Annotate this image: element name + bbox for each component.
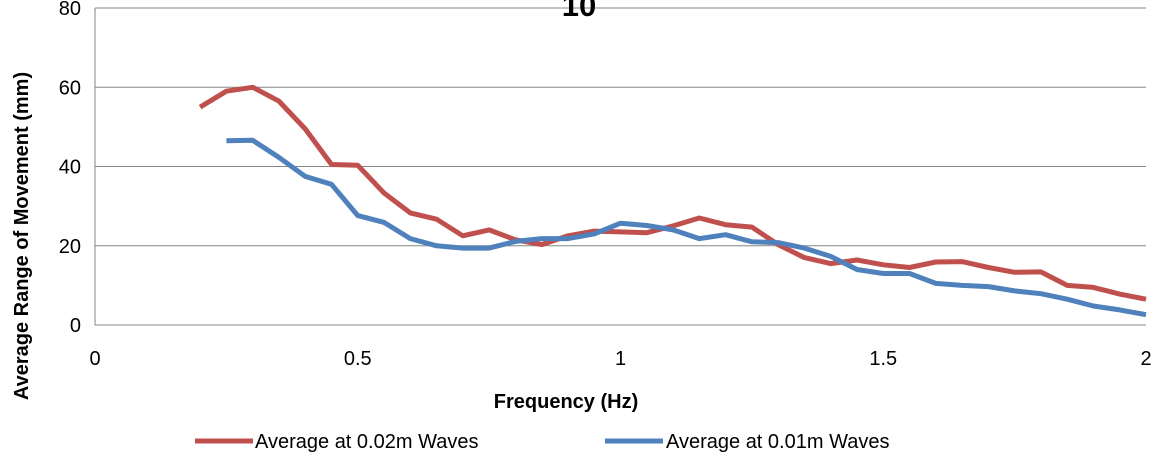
chart-title: 10 <box>562 0 596 23</box>
y-axis-label: Average Range of Movement (mm) <box>11 72 33 400</box>
x-tick-label: 0 <box>89 348 100 370</box>
x-tick-label: 1.5 <box>869 348 897 370</box>
gridlines <box>95 7 1146 247</box>
x-tick-label: 0.5 <box>344 348 372 370</box>
y-tick-label: 0 <box>70 315 81 337</box>
series-line-1 <box>198 84 1147 302</box>
series-line-2 <box>226 137 1147 318</box>
y-tick-label: 60 <box>59 77 81 99</box>
series-lines <box>198 84 1147 318</box>
x-axis-label: Frequency (Hz) <box>494 391 638 413</box>
x-tick-label: 2 <box>1140 348 1151 370</box>
y-tick-label: 20 <box>59 236 81 258</box>
axes: 0 20 40 60 80 0 0.5 1 1.5 2 <box>59 0 1152 370</box>
legend-label-1: Average at 0.02m Waves <box>255 431 478 453</box>
y-tick-label: 40 <box>59 157 81 179</box>
legend-label-2: Average at 0.01m Waves <box>666 431 889 453</box>
chart-labels: 10 Frequency (Hz) Average Range of Movem… <box>11 0 638 413</box>
x-tick-label: 1 <box>615 348 626 370</box>
y-tick-label: 80 <box>59 0 81 20</box>
legend: Average at 0.02m Waves Average at 0.01m W… <box>195 431 889 453</box>
